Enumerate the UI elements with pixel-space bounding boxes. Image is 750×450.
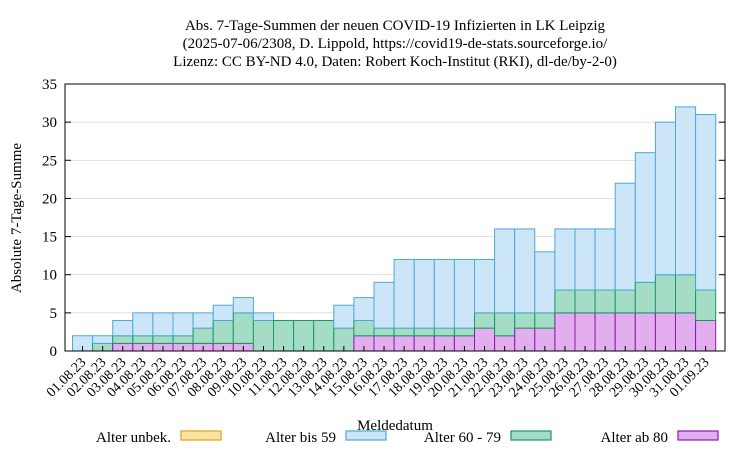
legend-label: Alter bis 59 (265, 430, 336, 446)
y-tick-label: 20 (42, 191, 57, 207)
bar-segment-alter-60-79 (654, 274, 677, 314)
legend-swatch (677, 430, 719, 441)
chart-title-line-1: Abs. 7-Tage-Summen der neuen COVID-19 In… (185, 18, 606, 34)
bar-segment-alter-60-79 (695, 289, 717, 321)
bar-segment-alter-bis-59 (594, 228, 616, 291)
bar-segment-alter-bis-59 (554, 228, 576, 291)
bar-segment-alter-bis-59 (172, 312, 194, 337)
legend-swatch (180, 430, 222, 441)
y-axis-ticks: 0 5 10 15 20 25 30 35 (42, 77, 725, 360)
bar-segment-alter-bis-59 (252, 312, 274, 321)
chart-title: Abs. 7-Tage-Summen der neuen COVID-19 In… (173, 18, 617, 70)
bar-segment-alter-ab-80 (634, 312, 656, 352)
bar-segment-alter-60-79 (132, 335, 154, 344)
bar-segment-alter-bis-59 (453, 258, 475, 329)
bar-segment-alter-60-79 (232, 312, 254, 344)
x-axis-label: Meldedatum (357, 418, 433, 434)
bar-segment-alter-bis-59 (373, 281, 395, 329)
bar-segment-alter-ab-80 (675, 312, 697, 352)
legend-label: Alter ab 80 (601, 430, 668, 446)
bar-segment-alter-60-79 (494, 312, 516, 337)
bar-segment-alter-bis-59 (675, 106, 697, 276)
legend-label: Alter unbek. (96, 430, 171, 446)
bar-segment-alter-bis-59 (695, 114, 717, 291)
bar-segment-alter-60-79 (453, 327, 475, 337)
bar-segment-alter-60-79 (675, 274, 697, 314)
bar-segment-alter-ab-80 (654, 312, 677, 352)
bar-segment-alter-60-79 (393, 327, 415, 337)
bar-segment-alter-60-79 (413, 327, 435, 337)
bar-segment-alter-60-79 (474, 312, 496, 329)
bar-segment-alter-bis-59 (232, 297, 254, 314)
plot-frame (64, 83, 726, 352)
bar-segment-alter-bis-59 (574, 228, 596, 291)
bar-segment-alter-60-79 (554, 289, 576, 314)
bar-segment-alter-bis-59 (333, 304, 355, 329)
bar-segment-alter-ab-80 (554, 312, 576, 352)
y-tick-label: 5 (50, 306, 58, 322)
bar-segment-alter-bis-59 (413, 258, 435, 329)
bar-segment-alter-bis-59 (212, 304, 234, 321)
legend: Alter unbek. Alter bis 59 Alter 60 - 79 Alt… (96, 430, 719, 446)
bar-segment-alter-bis-59 (634, 152, 656, 283)
bar-segment-alter-bis-59 (614, 182, 636, 291)
bar-segment-alter-bis-59 (132, 312, 154, 337)
bar-segment-alter-bis-59 (112, 319, 134, 337)
bar-segment-alter-bis-59 (494, 228, 516, 314)
y-tick-label: 0 (50, 344, 58, 360)
bar-segment-alter-bis-59 (192, 312, 214, 329)
legend-swatch (345, 430, 387, 441)
bar-segment-alter-60-79 (373, 327, 395, 337)
bar-segment-alter-bis-59 (92, 335, 114, 344)
bar-segment-alter-60-79 (172, 335, 194, 344)
bar-segment-alter-bis-59 (474, 258, 496, 314)
bar-segment-alter-bis-59 (152, 312, 174, 337)
bar-segment-alter-bis-59 (514, 228, 536, 314)
bar-segment-alter-ab-80 (574, 312, 596, 352)
bar-segment-alter-60-79 (112, 335, 134, 344)
bar-segment-alter-60-79 (353, 319, 375, 337)
y-tick-label: 35 (42, 77, 57, 93)
x-axis-ticks: 01.08.2302.08.2303.08.2304.08.2305.08.23… (44, 346, 712, 400)
bar-segment-alter-60-79 (534, 312, 556, 329)
bar-segment-alter-bis-59 (393, 258, 415, 329)
bar-segment-alter-bis-59 (433, 258, 455, 329)
bar-segment-alter-60-79 (594, 289, 616, 314)
legend-label: Alter 60 - 79 (424, 430, 501, 446)
bar-segment-alter-bis-59 (654, 121, 677, 276)
legend-swatch (510, 430, 552, 441)
bar-segment-alter-bis-59 (534, 251, 556, 314)
bar-segment-alter-60-79 (614, 289, 636, 314)
y-tick-label: 30 (42, 115, 57, 131)
y-tick-label: 10 (42, 268, 57, 284)
bars (72, 106, 717, 352)
bar-segment-alter-60-79 (634, 281, 656, 314)
bar-segment-alter-60-79 (192, 327, 214, 344)
bar-segment-alter-ab-80 (594, 312, 616, 352)
bar-segment-alter-60-79 (433, 327, 455, 337)
y-axis-label: Absolute 7-Tage-Summe (9, 143, 25, 294)
y-tick-label: 25 (42, 153, 57, 169)
y-tick-label: 15 (42, 230, 57, 246)
chart-title-line-2: (2025-07-06/2308, D. Lippold, https://co… (183, 36, 608, 52)
bar-segment-alter-bis-59 (353, 297, 375, 321)
bar-segment-alter-ab-80 (614, 312, 636, 352)
bar-segment-alter-60-79 (152, 335, 174, 344)
bar-segment-alter-60-79 (574, 289, 596, 314)
bar-segment-alter-60-79 (212, 319, 234, 344)
chart-title-line-3: Lizenz: CC BY-ND 4.0, Daten: Robert Koch… (173, 54, 617, 70)
bar-segment-alter-60-79 (514, 312, 536, 329)
